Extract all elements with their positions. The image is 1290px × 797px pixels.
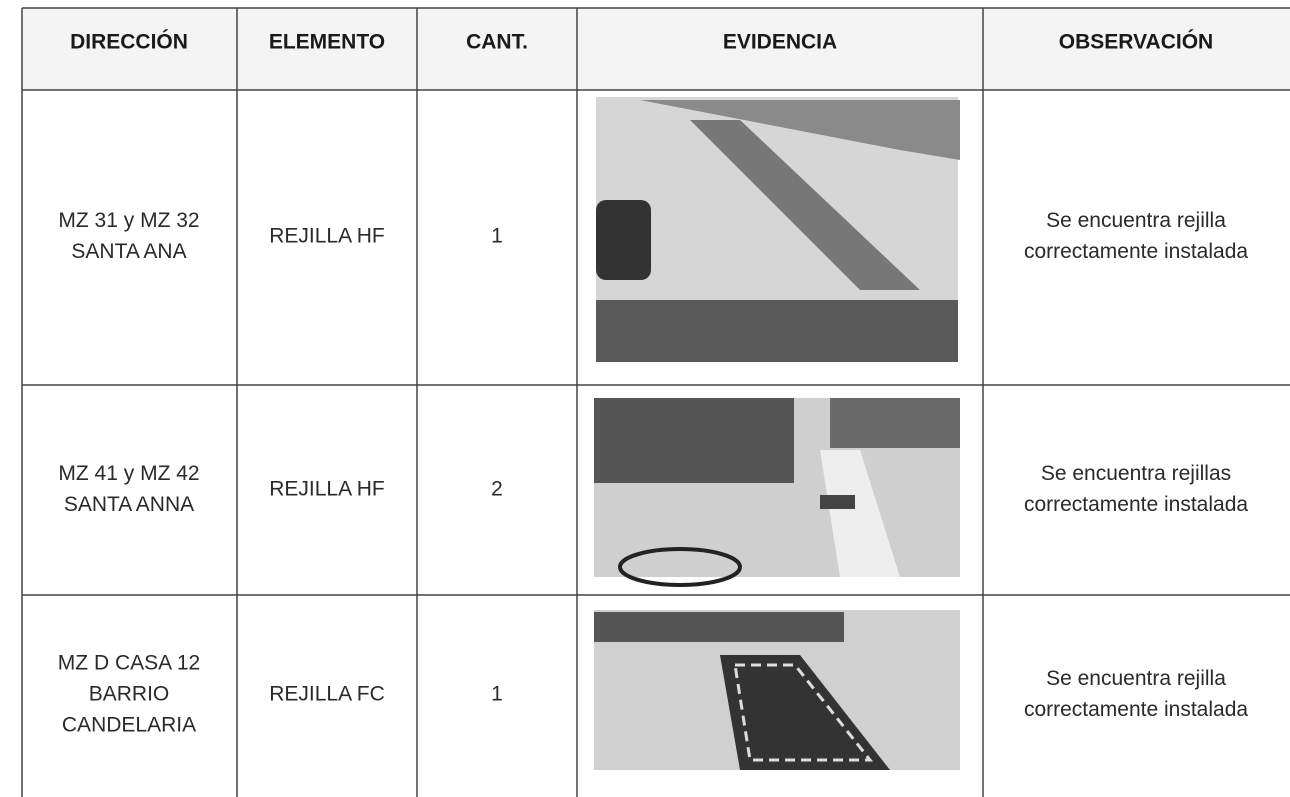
- photo: [594, 610, 960, 770]
- cantidad: 2: [491, 478, 503, 501]
- direccion: CANDELARIA: [62, 714, 196, 737]
- observacion: correctamente instalada: [1024, 493, 1248, 516]
- elemento: REJILLA HF: [269, 225, 385, 248]
- observacion: correctamente instalada: [1024, 240, 1248, 263]
- photo: [594, 398, 960, 587]
- elemento: REJILLA FC: [269, 683, 385, 706]
- direccion: MZ 41 y MZ 42: [58, 462, 199, 485]
- direccion: SANTA ANA: [71, 240, 186, 263]
- header-cell: EVIDENCIA: [723, 31, 837, 54]
- cantidad: 1: [491, 683, 503, 706]
- direccion: SANTA ANNA: [64, 493, 194, 516]
- header-background: [22, 8, 1290, 90]
- direccion: MZ D CASA 12: [58, 652, 200, 675]
- observacion: Se encuentra rejilla: [1046, 209, 1226, 232]
- elemento: REJILLA HF: [269, 478, 385, 501]
- direccion: BARRIO: [89, 683, 170, 706]
- header-cell: DIRECCIÓN: [70, 30, 188, 54]
- observacion: Se encuentra rejilla: [1046, 667, 1226, 690]
- direccion: MZ 31 y MZ 32: [58, 209, 199, 232]
- header-cell: CANT.: [466, 31, 528, 54]
- cantidad: 1: [491, 225, 503, 248]
- observacion: correctamente instalada: [1024, 698, 1248, 721]
- header-cell: ELEMENTO: [269, 31, 385, 54]
- photo: [596, 97, 960, 362]
- table-borders: [21, 7, 1290, 797]
- observacion: Se encuentra rejillas: [1041, 462, 1231, 485]
- header-cell: OBSERVACIÓN: [1059, 30, 1213, 54]
